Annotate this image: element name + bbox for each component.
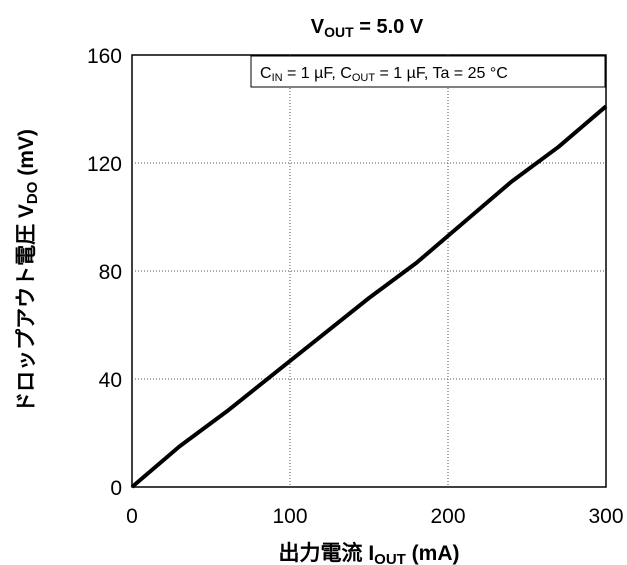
y-tick-label: 160 (87, 45, 122, 68)
x-tick-label: 300 (588, 505, 623, 528)
annotation-box (250, 55, 606, 88)
x-tick-label: 100 (272, 505, 307, 528)
series-line (130, 104, 608, 489)
chart-title: VOUT = 5.0 V (311, 16, 424, 40)
plot-area (130, 54, 608, 489)
y-tick-label: 80 (99, 261, 122, 284)
series-group (130, 104, 608, 489)
y-tick-label: 120 (87, 153, 122, 176)
y-tick-labels: 0 40 80 120 160 (87, 45, 122, 500)
x-tick-labels: 0 100 200 300 (126, 505, 623, 528)
y-axis-label: ドロップアウト電圧 VDO (mV) (15, 129, 41, 413)
y-tick-label: 0 (110, 477, 122, 500)
x-tick-label: 0 (126, 505, 138, 528)
grid-lines (132, 55, 606, 487)
condition-annotation: CIN = 1 µF, COUT = 1 µF, Ta = 25 °C (250, 55, 606, 88)
x-tick-label: 200 (430, 505, 465, 528)
x-axis-label: 出力電流 IOUT (mA) (278, 541, 459, 565)
annotation-text: CIN = 1 µF, COUT = 1 µF, Ta = 25 °C (260, 65, 508, 84)
y-tick-label: 40 (99, 369, 122, 392)
